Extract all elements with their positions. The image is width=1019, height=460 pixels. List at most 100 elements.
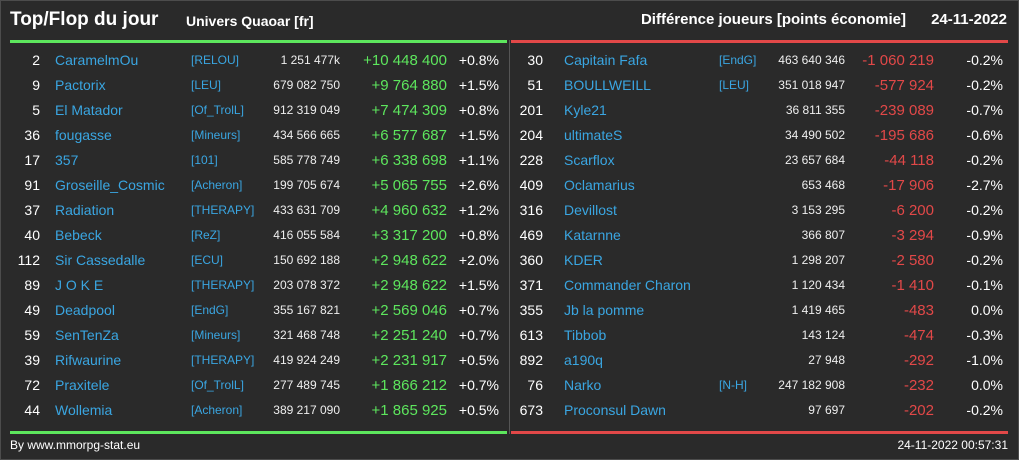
player-name-link[interactable]: Radiation: [55, 202, 115, 218]
player-name-link[interactable]: BOULLWEILL: [564, 77, 651, 93]
metric-label: Différence joueurs [points économie]: [640, 11, 906, 28]
flop-table-row: 892 a190q 27 948 -292 -1.0%: [509, 348, 1019, 373]
player-name-link[interactable]: CaramelmOu: [55, 52, 139, 68]
player-name-link[interactable]: KDER: [564, 252, 603, 268]
percent-change-cell: -0.3%: [966, 327, 1003, 343]
points-cell: 1 120 434: [791, 278, 845, 292]
rank-cell: 9: [32, 77, 40, 93]
player-name-link[interactable]: 357: [55, 152, 79, 168]
player-name-link[interactable]: Oclamarius: [564, 177, 635, 193]
points-cell: 416 055 584: [273, 228, 340, 242]
alliance-tag-link[interactable]: [RELOU]: [191, 53, 240, 67]
top-table-row: 17 357 [101] 585 778 749 +6 338 698 +1.1%: [0, 148, 509, 173]
alliance-tag-link[interactable]: [Acheron]: [191, 178, 243, 192]
percent-change-cell: +1.1%: [458, 152, 499, 168]
alliance-tag-link[interactable]: [Acheron]: [191, 403, 243, 417]
player-name-link[interactable]: Devillost: [564, 202, 617, 218]
player-name-link[interactable]: Narko: [564, 377, 602, 393]
points-diff-cell: +2 948 622: [371, 277, 448, 294]
top-table-row: 36 fougasse [Mineurs] 434 566 665 +6 577 687…: [0, 123, 509, 148]
alliance-tag-link[interactable]: [ECU]: [191, 253, 224, 267]
flop-table-row: 409 Oclamarius 653 468 -17 906 -2.7%: [509, 173, 1019, 198]
player-name-link[interactable]: J O K E: [55, 277, 104, 293]
rank-cell: 91: [24, 177, 40, 193]
rank-cell: 5: [32, 102, 40, 118]
percent-change-cell: +0.5%: [458, 352, 499, 368]
flop-table-row: 228 Scarflox 23 657 684 -44 118 -0.2%: [509, 148, 1019, 173]
top-table-row: 39 Rifwaurine [THERAPY] 419 924 249 +2 231 9…: [0, 348, 509, 373]
alliance-tag-link[interactable]: [101]: [191, 153, 218, 167]
points-diff-cell: +2 948 622: [371, 252, 448, 269]
player-name-link[interactable]: Deadpool: [55, 302, 115, 318]
player-name-link[interactable]: Pactorix: [55, 77, 106, 93]
points-cell: 434 566 665: [273, 128, 340, 142]
player-name-link[interactable]: Jb la pomme: [564, 302, 645, 318]
generated-timestamp: 24-11-2022 00:57:31: [897, 438, 1008, 452]
player-name-link[interactable]: Scarflox: [564, 152, 615, 168]
player-name-link[interactable]: Capitain Fafa: [564, 52, 648, 68]
alliance-tag-link[interactable]: [Mineurs]: [191, 328, 241, 342]
rank-cell: 89: [24, 277, 40, 293]
points-diff-cell: -6 200: [891, 202, 934, 219]
rank-cell: 316: [519, 202, 543, 218]
rank-cell: 201: [519, 102, 543, 118]
alliance-tag-link[interactable]: [THERAPY]: [191, 353, 255, 367]
alliance-tag-link[interactable]: [Mineurs]: [191, 128, 241, 142]
player-name-link[interactable]: Rifwaurine: [55, 352, 122, 368]
player-name-link[interactable]: a190q: [564, 352, 603, 368]
rank-cell: 355: [519, 302, 543, 318]
alliance-tag-link[interactable]: [EndG]: [191, 303, 229, 317]
flop-table-row: 201 Kyle21 36 811 355 -239 089 -0.7%: [509, 98, 1019, 123]
player-name-link[interactable]: Wollemia: [55, 402, 113, 418]
player-name-link[interactable]: SenTenZa: [55, 327, 119, 343]
top-table-row: 37 Radiation [THERAPY] 433 631 709 +4 960 63…: [0, 198, 509, 223]
player-name-link[interactable]: Tibbob: [564, 327, 607, 343]
points-cell: 247 182 908: [778, 378, 845, 392]
rank-cell: 17: [24, 152, 40, 168]
player-name-link[interactable]: El Matador: [55, 102, 123, 118]
alliance-tag-link[interactable]: [THERAPY]: [191, 278, 255, 292]
player-name-link[interactable]: fougasse: [55, 127, 112, 143]
rank-cell: 39: [24, 352, 40, 368]
rank-cell: 37: [24, 202, 40, 218]
points-cell: 389 217 090: [273, 403, 340, 417]
player-name-link[interactable]: Groseille_Cosmic: [55, 177, 165, 193]
points-cell: 1 298 207: [791, 253, 845, 267]
points-diff-cell: -474: [903, 327, 934, 344]
alliance-tag-link[interactable]: [EndG]: [719, 53, 757, 67]
points-diff-cell: -2 580: [891, 252, 934, 269]
points-diff-cell: +2 231 917: [371, 352, 448, 369]
flop-table-row: 51 BOULLWEILL [LEU] 351 018 947 -577 924 -0.2…: [509, 73, 1019, 98]
alliance-tag-link[interactable]: [N-H]: [719, 378, 747, 392]
percent-change-cell: +0.8%: [458, 227, 499, 243]
player-name-link[interactable]: ultimateS: [564, 127, 623, 143]
alliance-tag-link[interactable]: [Of_TrolL]: [191, 378, 244, 392]
alliance-tag-link[interactable]: [LEU]: [191, 78, 222, 92]
player-name-link[interactable]: Kyle21: [564, 102, 607, 118]
player-name-link[interactable]: Katarnne: [564, 227, 621, 243]
rank-cell: 409: [519, 177, 543, 193]
alliance-tag-link[interactable]: [Of_TrolL]: [191, 103, 244, 117]
rank-cell: 2: [32, 52, 40, 68]
percent-change-cell: +1.5%: [458, 277, 499, 293]
rank-cell: 59: [24, 327, 40, 343]
rank-cell: 228: [519, 152, 543, 168]
top-table-row: 59 SenTenZa [Mineurs] 321 468 748 +2 251 240…: [0, 323, 509, 348]
percent-change-cell: +1.2%: [458, 202, 499, 218]
player-name-link[interactable]: Sir Cassedalle: [55, 252, 146, 268]
points-cell: 1 251 477k: [280, 53, 340, 67]
points-diff-cell: -195 686: [874, 127, 934, 144]
points-diff-cell: -202: [903, 402, 934, 419]
player-name-link[interactable]: Praxitele: [55, 377, 110, 393]
player-name-link[interactable]: Bebeck: [55, 227, 102, 243]
points-diff-cell: -232: [903, 377, 934, 394]
alliance-tag-link[interactable]: [ReZ]: [191, 228, 221, 242]
rank-cell: 30: [527, 52, 543, 68]
rank-cell: 36: [24, 127, 40, 143]
player-name-link[interactable]: Proconsul Dawn: [564, 402, 666, 418]
alliance-tag-link[interactable]: [THERAPY]: [191, 203, 255, 217]
points-diff-cell: +2 569 046: [371, 302, 448, 319]
alliance-tag-link[interactable]: [LEU]: [719, 78, 750, 92]
points-cell: 27 948: [808, 353, 845, 367]
player-name-link[interactable]: Commander Charon: [564, 277, 691, 293]
